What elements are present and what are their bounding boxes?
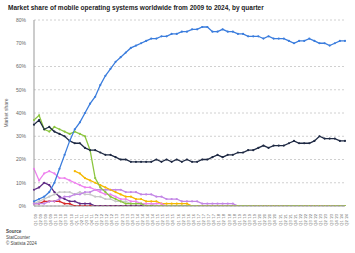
svg-text:Q3 '18: Q3 '18 xyxy=(226,214,232,226)
svg-text:Q4 '15: Q4 '15 xyxy=(170,214,176,226)
svg-text:Q3 '14: Q3 '14 xyxy=(145,214,150,226)
svg-text:Q3 '21: Q3 '21 xyxy=(287,214,293,226)
svg-text:Q4 '13: Q4 '13 xyxy=(129,214,135,226)
svg-text:80%: 80% xyxy=(16,17,27,23)
svg-text:70%: 70% xyxy=(16,40,27,46)
svg-text:Q1 '19: Q1 '19 xyxy=(236,214,242,226)
svg-text:Q2 '09: Q2 '09 xyxy=(37,214,43,226)
svg-text:Q2 '16: Q2 '16 xyxy=(180,214,186,226)
svg-text:Q2 '12: Q2 '12 xyxy=(99,214,105,226)
svg-text:Q2 '22: Q2 '22 xyxy=(303,214,309,226)
svg-text:Q2 '10: Q2 '10 xyxy=(58,214,64,226)
svg-text:0%: 0% xyxy=(19,203,27,209)
svg-text:Q2 '23: Q2 '23 xyxy=(323,214,329,226)
svg-text:Q2 '15: Q2 '15 xyxy=(160,214,166,226)
html-text:© Statista 2024: © Statista 2024 xyxy=(6,241,37,246)
svg-text:Q4 '16: Q4 '16 xyxy=(190,214,196,226)
svg-text:20%: 20% xyxy=(16,156,27,162)
svg-text:Q1 '16: Q1 '16 xyxy=(175,214,181,226)
svg-text:Q4 '19: Q4 '19 xyxy=(252,214,258,226)
svg-text:Q2 '21: Q2 '21 xyxy=(282,214,288,226)
svg-text:Q3 '23: Q3 '23 xyxy=(328,214,334,226)
svg-text:Q1 '13: Q1 '13 xyxy=(114,214,120,226)
svg-text:Q3 '19: Q3 '19 xyxy=(247,214,252,226)
svg-text:Q1 '23: Q1 '23 xyxy=(318,214,324,226)
svg-text:Q1 '24: Q1 '24 xyxy=(338,214,344,226)
svg-text:Q1 '18: Q1 '18 xyxy=(216,214,222,226)
svg-text:Q1 '09: Q1 '09 xyxy=(32,214,38,226)
svg-text:Q1 '10: Q1 '10 xyxy=(53,214,59,226)
svg-text:Q2 '17: Q2 '17 xyxy=(201,214,207,226)
svg-text:Q1 '15: Q1 '15 xyxy=(155,214,161,226)
svg-text:40%: 40% xyxy=(16,110,27,116)
svg-text:60%: 60% xyxy=(16,63,27,69)
svg-text:Q4 '14: Q4 '14 xyxy=(150,214,156,226)
svg-text:10%: 10% xyxy=(16,180,27,186)
svg-text:Q1 '20: Q1 '20 xyxy=(257,214,263,226)
svg-text:Q2 '14: Q2 '14 xyxy=(139,214,145,226)
svg-text:Q1 '12: Q1 '12 xyxy=(94,214,99,226)
svg-text:Q4 '22: Q4 '22 xyxy=(313,214,319,226)
svg-text:Q1 '11: Q1 '11 xyxy=(73,214,79,226)
html-text:Source: Source xyxy=(6,229,22,234)
svg-text:Q1 '17: Q1 '17 xyxy=(196,214,201,226)
svg-text:Q3 '12: Q3 '12 xyxy=(104,214,110,226)
svg-text:Q2 '13: Q2 '13 xyxy=(119,214,125,226)
svg-text:Q1 '14: Q1 '14 xyxy=(134,214,140,226)
svg-text:Q4 '20: Q4 '20 xyxy=(272,214,278,226)
svg-text:Q1 '22: Q1 '22 xyxy=(298,214,303,226)
svg-text:Q3 '10: Q3 '10 xyxy=(63,214,69,226)
html-text:StatCounter: StatCounter xyxy=(6,235,30,240)
svg-text:Q1 '21: Q1 '21 xyxy=(277,214,283,226)
svg-text:Q3 '11: Q3 '11 xyxy=(83,214,89,226)
svg-text:Q3 '09: Q3 '09 xyxy=(43,214,48,226)
svg-text:Q4 '12: Q4 '12 xyxy=(109,214,115,226)
svg-text:Q4 '21: Q4 '21 xyxy=(292,214,298,226)
svg-text:Q3 '17: Q3 '17 xyxy=(206,214,212,226)
svg-text:Market share: Market share xyxy=(8,98,9,127)
svg-text:Q2 '20: Q2 '20 xyxy=(262,214,268,226)
svg-text:50%: 50% xyxy=(16,87,27,93)
svg-text:Q4 '10: Q4 '10 xyxy=(68,214,74,226)
svg-text:Q3 '15: Q3 '15 xyxy=(165,214,171,226)
html-text:Market share of mobile operati: Market share of mobile operating systems… xyxy=(8,4,264,11)
svg-text:Q4 '23: Q4 '23 xyxy=(333,214,339,226)
svg-text:Q2 '19: Q2 '19 xyxy=(241,214,247,226)
svg-text:Q3 '22: Q3 '22 xyxy=(308,214,314,226)
svg-text:Q4 '17: Q4 '17 xyxy=(211,214,217,226)
svg-text:Q2 '24: Q2 '24 xyxy=(344,213,347,225)
svg-text:Q3 '13: Q3 '13 xyxy=(124,214,130,226)
svg-text:Q3 '20: Q3 '20 xyxy=(267,214,273,226)
svg-text:Q4 '11: Q4 '11 xyxy=(88,214,94,226)
svg-text:30%: 30% xyxy=(16,133,27,139)
svg-text:Q3 '16: Q3 '16 xyxy=(185,214,191,226)
svg-text:Q2 '11: Q2 '11 xyxy=(78,214,84,226)
svg-text:Q2 '18: Q2 '18 xyxy=(221,214,227,226)
svg-text:Q4 '09: Q4 '09 xyxy=(48,214,54,226)
svg-text:Q4 '18: Q4 '18 xyxy=(231,214,237,226)
